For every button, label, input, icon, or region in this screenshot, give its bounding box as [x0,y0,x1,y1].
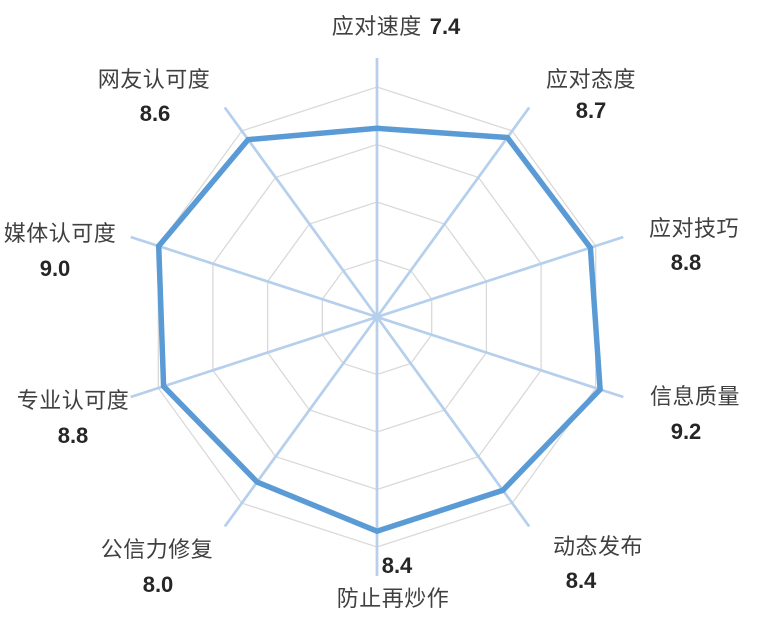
axis-label-text-0: 应对速度 [331,14,422,39]
axis-value-3: 9.2 [670,419,702,444]
axis-value-1: 8.7 [575,98,607,123]
axis-label-5: 防止再炒作 [337,588,450,610]
axis-label-text-6: 公信力修复 [100,537,214,562]
axis-label-text-5: 防止再炒作 [336,586,450,611]
axis-spoke [376,235,624,319]
axis-label-text-9: 网友认可度 [97,67,211,92]
axis-label-8: 媒体认可度 [4,223,117,245]
data-series-polygon [155,125,603,535]
axis-label-4: 动态发布 [553,536,643,558]
axis-spoke [130,235,378,319]
axis-value-0: 7.4 [429,14,461,39]
axis-label-3: 信息质量 [650,386,740,408]
axis-label-text-4: 动态发布 [552,534,644,559]
axis-value-8: 9.0 [39,256,71,281]
axis-value-4: 8.4 [565,568,597,593]
axis-value-5: 8.4 [381,553,413,578]
axis-spoke [375,316,531,528]
axis-label-text-3: 信息质量 [649,384,741,409]
axis-label-9: 网友认可度 [98,69,211,91]
axis-spoke [376,315,624,399]
axis-value-9: 8.6 [139,101,171,126]
axis-value-2: 8.8 [670,250,702,275]
axis-label-2: 应对技巧 [649,218,739,240]
axis-label-text-7: 专业认可度 [16,388,130,413]
axis-value-6: 8.0 [142,572,174,597]
axis-spoke [130,315,378,399]
axis-label-text-2: 应对技巧 [648,216,740,241]
axis-spoke [223,106,379,318]
axis-spoke [375,106,531,318]
axis-spoke [223,316,379,528]
axis-label-0: 应对速度 7.4 [332,16,461,38]
axis-label-7: 专业认可度 [17,390,130,412]
axis-label-1: 应对态度 [546,69,636,91]
axis-label-text-8: 媒体认可度 [3,221,117,246]
axis-label-text-1: 应对态度 [545,67,637,92]
axis-value-7: 8.8 [57,423,89,448]
axis-label-6: 公信力修复 [101,539,214,561]
